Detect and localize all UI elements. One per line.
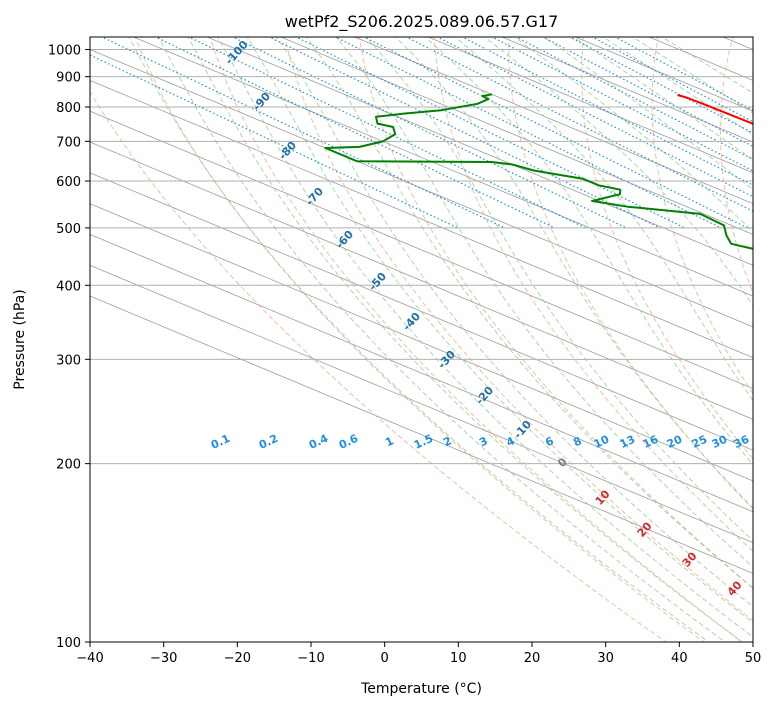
x-tick-label: 30 [597,651,614,666]
dewpoint-profile-line [324,93,753,250]
dry-adiabat-line [90,90,667,642]
moist-adiabat-line [424,37,753,466]
dry-adiabat-line [134,37,705,642]
y-tick-label: 200 [56,458,81,473]
mixing-ratio-line [90,54,459,229]
chart-title: wetPf2_S206.2025.089.06.57.G17 [285,12,559,32]
x-tick-label: −30 [150,651,177,666]
moist-adiabat-line [513,37,753,233]
y-tick-label: 300 [56,353,81,368]
isotherm-line [90,234,753,513]
isotherm-line [206,37,753,266]
y-axis-label: Pressure (hPa) [12,289,28,389]
mixing-ratio-line [333,37,722,229]
x-tick-label: 40 [671,651,688,666]
mixing-ratio-label: 25 [690,433,709,451]
isotherm-line [500,37,753,143]
mixing-ratio-line [100,37,505,229]
x-tick-label: 50 [745,651,762,666]
isotherm-line [132,37,753,297]
x-tick-label: 0 [381,651,389,666]
mixing-ratio-line [187,37,586,229]
y-tick-label: 500 [56,222,81,237]
moist-adiabat-line [335,37,753,568]
plot-background [90,37,753,642]
x-tick-label: −40 [76,651,103,666]
y-tick-label: 600 [56,175,81,190]
moist-adiabat-line [158,37,726,642]
x-tick-label: 20 [524,651,541,666]
isotherm-line [90,79,753,359]
mixing-ratio-label: 13 [618,433,637,451]
isotherm-line [90,264,753,544]
x-tick-label: 10 [450,651,467,666]
x-tick-label: −10 [297,651,324,666]
mixing-ratio-line [591,37,753,123]
isotherm-line [353,37,753,205]
mixing-ratio-line [490,37,753,172]
isotherm-line [90,49,753,328]
mixing-ratio-line [405,37,753,212]
plot-frame [89,36,754,643]
mixing-ratio-line [460,37,753,186]
y-tick-label: 800 [56,101,81,116]
x-tick-label: −20 [224,651,251,666]
moist-adiabat-line [365,37,753,542]
mixing-ratio-label: 16 [641,433,661,451]
y-tick-label: 400 [56,279,81,294]
x-axis-label: Temperature (°C) [360,681,482,697]
mixing-ratio-line [436,37,753,198]
y-tick-label: 900 [56,71,81,86]
isotherm-line [90,203,753,482]
mixing-ratio-label: 20 [665,433,685,451]
mixing-ratio-label: 10 [592,433,612,451]
x-axis: −40 −30 −20 −10 0 10 20 30 40 50 [76,642,761,666]
y-tick-label: 1000 [48,44,81,59]
y-tick-label: 700 [56,135,81,150]
mixing-ratio-label: 30 [710,433,730,451]
isotherm-line [279,37,753,235]
data-series [324,93,753,250]
mixing-ratio-line [362,37,748,229]
isotherm-line [90,110,753,389]
moist-adiabat-line [128,37,709,642]
isotherm-line [90,295,753,574]
isotherm-line [90,172,753,451]
isotherm-line [427,37,753,174]
y-axis: 100 200 300 400 500 600 700 800 900 1000 [48,44,90,651]
mixing-ratio-line [231,37,627,229]
mixing-ratio-label: 36 [732,433,752,451]
moist-adiabat-line [187,37,743,642]
y-tick-label: 100 [56,636,81,651]
